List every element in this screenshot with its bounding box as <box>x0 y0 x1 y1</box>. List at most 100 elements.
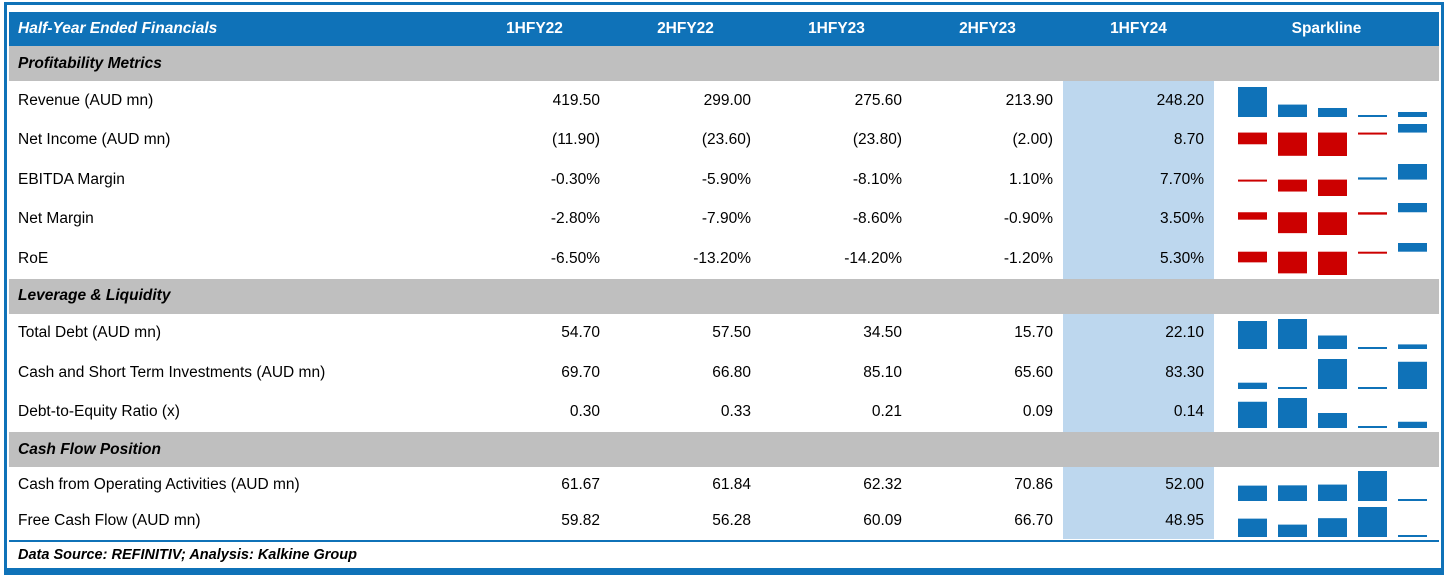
cell-value-1hfy22: 61.67 <box>561 476 600 493</box>
sparkline-bar <box>1278 179 1307 192</box>
column-header-2hfy23: 2HFY23 <box>959 20 1016 37</box>
cell-value-1hfy22: 54.70 <box>561 324 600 342</box>
cell-value-1hfy24: 7.70% <box>1063 160 1214 200</box>
sparkline-chart <box>1238 471 1427 501</box>
sparkline-chart <box>1238 124 1427 157</box>
sparkline-bar <box>1238 251 1267 263</box>
cell-value-1hfy23: 85.10 <box>863 363 902 381</box>
table-title: Half-Year Ended Financials <box>18 20 218 37</box>
table-row: RoE -6.50% -13.20% -14.20% -1.20% 5.30% <box>9 239 1439 279</box>
row-label: Free Cash Flow (AUD mn) <box>18 512 201 529</box>
cell-value-2hfy23: (2.00) <box>1012 131 1054 149</box>
row-label: Revenue (AUD mn) <box>18 91 154 109</box>
cell-value-1hfy23: 275.60 <box>854 91 902 109</box>
sparkline-cell <box>1214 121 1439 161</box>
table-header-row: Half-Year Ended Financials 1HFY22 2HFY22 1… <box>9 12 1439 46</box>
sparkline-bar <box>1358 251 1387 254</box>
row-label: Cash and Short Term Investments (AUD mn) <box>18 363 326 381</box>
row-label: Net Income (AUD mn) <box>18 131 171 149</box>
cell-value-1hfy22: 0.30 <box>569 403 600 421</box>
cell-value-2hfy22: 57.50 <box>712 324 751 342</box>
table-row: EBITDA Margin -0.30% -5.90% -8.10% 1.10% 7.70… <box>9 160 1439 200</box>
table-row: Cash from Operating Activities (AUD mn) 6… <box>9 467 1439 503</box>
sparkline-bar <box>1278 104 1307 117</box>
cell-value-1hfy24: 248.20 <box>1063 81 1214 121</box>
sparkline-bar <box>1398 422 1427 429</box>
sparkline-bar <box>1278 132 1307 157</box>
column-header-1hfy23: 1HFY23 <box>808 20 865 37</box>
cell-value-1hfy24: 22.10 <box>1063 313 1214 353</box>
sparkline-bar <box>1318 358 1347 389</box>
sparkline-bar <box>1358 507 1387 537</box>
sparkline-bar <box>1358 426 1387 429</box>
sparkline-bar <box>1318 251 1347 275</box>
table-row: Net Margin -2.80% -7.90% -8.60% -0.90% 3.50% <box>9 199 1439 239</box>
sparkline-bar <box>1278 524 1307 537</box>
sparkline-chart <box>1238 319 1427 350</box>
cell-value-2hfy23: 70.86 <box>1014 476 1053 493</box>
sparkline-bar <box>1278 212 1307 234</box>
row-label: Net Margin <box>18 210 94 228</box>
sparkline-bar <box>1398 111 1427 117</box>
sparkline-bar <box>1318 212 1347 236</box>
section-header-profitability-metrics: Profitability Metrics <box>9 46 1439 81</box>
sparkline-chart <box>1238 398 1427 429</box>
cell-value-2hfy23: -1.20% <box>1003 249 1053 267</box>
sparkline-bar <box>1318 335 1347 350</box>
sparkline-cell <box>1214 239 1439 279</box>
sparkline-bar <box>1398 535 1427 537</box>
sparkline-chart <box>1238 203 1427 236</box>
sparkline-bar <box>1398 124 1427 133</box>
sparkline-bar <box>1358 347 1387 350</box>
sparkline-chart <box>1238 507 1427 537</box>
sparkline-bar <box>1358 177 1387 180</box>
sparkline-bar <box>1398 361 1427 389</box>
cell-value-1hfy23: 34.50 <box>863 324 902 342</box>
sparkline-bar <box>1238 402 1267 429</box>
sparkline-bar <box>1278 398 1307 429</box>
sparkline-chart <box>1238 86 1427 117</box>
cell-value-2hfy22: -7.90% <box>701 210 751 228</box>
sparkline-cell <box>1214 314 1439 354</box>
cell-value-2hfy22: 299.00 <box>703 91 751 109</box>
sparkline-chart <box>1238 242 1427 275</box>
sparkline-chart <box>1238 163 1427 196</box>
sparkline-cell <box>1214 81 1439 121</box>
cell-value-1hfy23: -8.10% <box>852 170 902 188</box>
sparkline-bar <box>1398 203 1427 213</box>
cell-value-1hfy22: 59.82 <box>561 512 600 529</box>
data-source-note: Data Source: REFINITIV; Analysis: Kalkin… <box>9 540 1439 568</box>
table-row: Total Debt (AUD mn) 54.70 57.50 34.50 15.70 2… <box>9 313 1439 354</box>
table-row: Cash and Short Term Investments (AUD mn)… <box>9 353 1439 393</box>
cell-value-1hfy24: 48.95 <box>1063 503 1214 539</box>
sparkline-bar <box>1358 471 1387 501</box>
sparkline-bar <box>1358 212 1387 215</box>
sparkline-bar <box>1238 485 1267 501</box>
sparkline-bar <box>1398 499 1427 501</box>
cell-value-2hfy23: 66.70 <box>1014 512 1053 529</box>
column-header-2hfy22: 2HFY22 <box>657 20 714 37</box>
cell-value-2hfy23: 0.09 <box>1022 403 1053 421</box>
cell-value-1hfy24: 52.00 <box>1063 467 1214 503</box>
table-row: Debt-to-Equity Ratio (x) 0.30 0.33 0.21 0.09… <box>9 392 1439 432</box>
cell-value-2hfy22: (23.60) <box>701 131 751 149</box>
cell-value-1hfy23: (23.80) <box>852 131 902 149</box>
row-label: RoE <box>18 249 49 267</box>
sparkline-bar <box>1278 485 1307 501</box>
sparkline-bar <box>1318 484 1347 501</box>
cell-value-2hfy22: 66.80 <box>712 363 751 381</box>
sparkline-cell <box>1214 503 1439 539</box>
sparkline-bar <box>1358 114 1387 117</box>
cell-value-1hfy24: 3.50% <box>1063 199 1214 239</box>
column-header-1hfy24: 1HFY24 <box>1110 20 1167 37</box>
sparkline-bar <box>1358 386 1387 389</box>
sparkline-bar <box>1238 382 1267 389</box>
cell-value-1hfy23: -14.20% <box>844 249 902 267</box>
sparkline-cell <box>1214 467 1439 503</box>
sparkline-bar <box>1238 212 1267 220</box>
sparkline-cell <box>1214 353 1439 393</box>
table-row: Free Cash Flow (AUD mn) 59.82 56.28 60.09 66… <box>9 503 1439 539</box>
cell-value-1hfy22: -6.50% <box>550 249 600 267</box>
financials-table: Half-Year Ended Financials 1HFY22 2HFY22 1… <box>4 2 1444 575</box>
section-header-leverage-liquidity: Leverage & Liquidity <box>9 278 1439 314</box>
